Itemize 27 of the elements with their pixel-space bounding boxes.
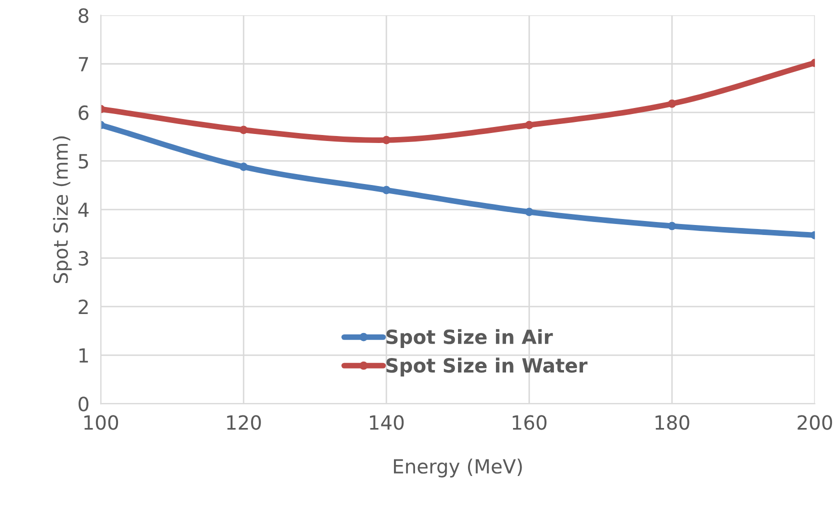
point [525,120,534,130]
x-tick-label: 200 [798,415,832,430]
x-tick-label: 180 [656,415,690,430]
legend-label: Spot Size in Air [386,329,553,348]
y-tick-label: 0 [78,396,88,412]
point [525,208,534,216]
y-tick-label: 7 [78,57,88,72]
y-tick-label: 8 [78,8,88,23]
y-tick-label: 3 [78,251,88,266]
point [382,136,391,144]
point [239,126,248,134]
x-tick-label: 100 [84,415,118,430]
legend-label: Spot Size in Water [386,358,588,376]
point [382,186,391,194]
y-tick-label: 1 [79,348,88,363]
y-tick-label: 6 [78,105,88,120]
x-tick-label: 160 [512,415,546,430]
y-tick-label: 5 [78,154,88,169]
point [668,222,676,230]
y-tick-label: 2 [78,300,88,314]
y-axis-title: Spot Size (mm) [52,136,72,283]
x-tick-label: 140 [370,415,404,430]
y-tick-label: 4 [78,202,89,217]
point [239,162,248,171]
x-axis-title: Energy (MeV) [394,458,522,478]
x-tick-label: 120 [227,415,261,430]
point [668,100,676,108]
